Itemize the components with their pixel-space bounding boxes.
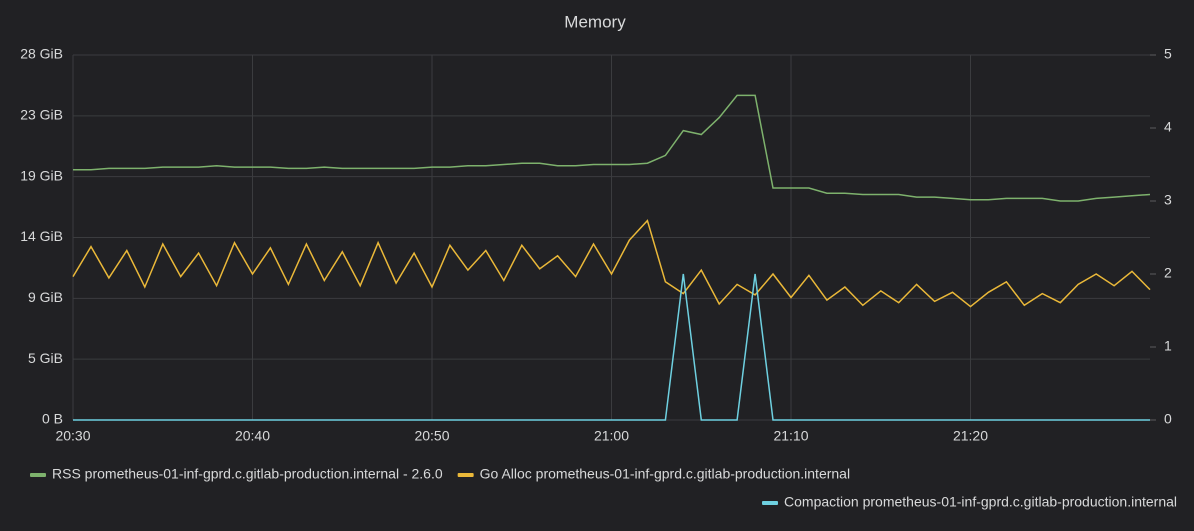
legend-label: Go Alloc prometheus-01-inf-gprd.c.gitlab… — [480, 466, 850, 482]
y2-tick-label: 0 — [1164, 411, 1172, 427]
legend-swatch — [30, 473, 46, 477]
y-tick-label: 9 GiB — [28, 289, 63, 305]
legend-swatch — [457, 473, 474, 477]
legend-swatch — [762, 501, 779, 505]
y-tick-label: 28 GiB — [20, 46, 63, 62]
y-tick-label: 23 GiB — [20, 107, 63, 123]
y-tick-label: 5 GiB — [28, 350, 63, 366]
series-line — [73, 273, 1150, 421]
y2-tick-label: 5 — [1164, 46, 1172, 62]
chart-title: Memory — [564, 12, 626, 31]
series-line — [72, 219, 1151, 308]
y2-tick-label: 2 — [1164, 265, 1172, 281]
y-tick-label: 14 GiB — [20, 228, 63, 244]
x-tick-label: 21:20 — [953, 428, 988, 444]
x-tick-label: 20:40 — [235, 428, 270, 444]
y-tick-label: 19 GiB — [20, 167, 63, 183]
y2-tick-label: 4 — [1164, 119, 1172, 135]
x-tick-label: 21:10 — [773, 428, 808, 444]
y-tick-label: 0 B — [42, 411, 63, 427]
x-tick-label: 20:30 — [55, 428, 90, 444]
x-tick-label: 21:00 — [594, 428, 629, 444]
y2-tick-label: 1 — [1164, 338, 1172, 354]
legend-label: RSS prometheus-01-inf-gprd.c.gitlab-prod… — [52, 466, 443, 482]
y2-tick-label: 3 — [1164, 192, 1172, 208]
legend-label: Compaction prometheus-01-inf-gprd.c.gitl… — [784, 494, 1177, 510]
x-tick-label: 20:50 — [414, 428, 449, 444]
series-line — [73, 94, 1151, 202]
